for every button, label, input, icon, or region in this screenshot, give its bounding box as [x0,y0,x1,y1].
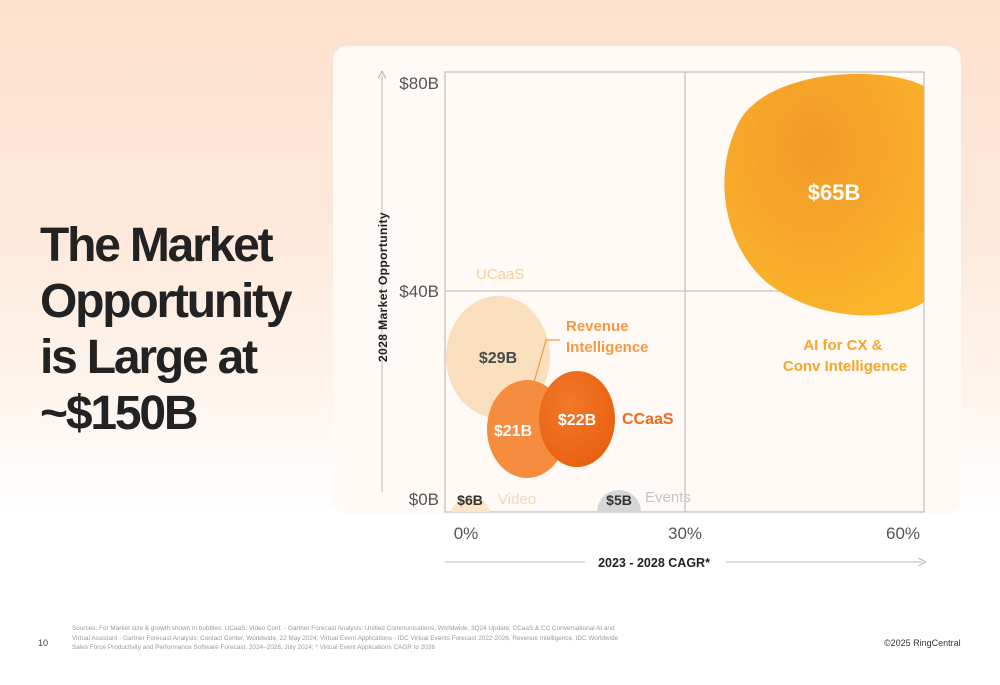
y-tick-label: $80B [399,74,439,93]
sources-footnote: Sources: For Market size & growth shown … [72,625,619,652]
series-label-ccaas: CCaaS [622,411,674,428]
y-axis-label: 2028 Market Opportunity [376,212,390,362]
bubble-value-label: $6B [457,492,483,508]
series-label-ai-cx: AI for CX & Conv Intelligence [783,337,907,375]
series-label-ucaas: UCaaS [476,266,524,283]
series-label-revenue-intelligence: Revenue Intelligence [566,318,649,356]
x-tick-label: 30% [668,524,702,543]
bubble-video: $6B [451,492,490,512]
series-label-line: Revenue [566,318,629,335]
series-label-events: Events [645,489,691,506]
bubble-events: $5B [597,490,641,512]
bubble-events-circle [597,490,641,512]
series-label-video: Video [498,491,536,508]
title-line: is Large at [40,331,258,384]
series-label-line: Intelligence [566,339,649,356]
title-line: The Market [40,219,274,272]
bubble-value-label: $21B [494,423,532,440]
bubble-ai-cx: $65B [724,73,924,316]
x-tick-label: 60% [886,524,920,543]
bubble-value-label: $5B [606,492,632,508]
bubble-value-label: $29B [479,350,517,367]
title-line: ~$150B [40,387,198,440]
x-axis-label: 2023 - 2028 CAGR* [598,556,710,570]
bubble-ccaas: $22B [539,371,615,467]
series-label-line: Conv Intelligence [783,358,907,375]
bubble-video-circle [451,496,490,512]
axes: $80B $40B $0B 0% 30% 60% 2028 Market Opp… [376,72,924,570]
bubble-value-label: $65B [808,180,861,205]
slide-title: The Market Opportunity is Large at ~$150… [40,218,293,442]
copyright-notice: ©2025 RingCentral [884,638,961,648]
series-labels: UCaaS Revenue Intelligence CCaaS AI for … [476,266,907,508]
bubbles: $29B $21B $22B $65B $6B $5B [446,73,924,512]
page-number: 10 [38,638,49,648]
revenue-intelligence-leader-line [532,339,560,387]
title-line: Opportunity [40,275,293,328]
y-tick-label: $0B [409,490,439,509]
x-tick-label: 0% [454,524,479,543]
bubble-ai-cx-circle [724,73,924,316]
series-label-line: AI for CX & [803,337,882,354]
y-tick-label: $40B [399,282,439,301]
bubble-ccaas-circle [539,371,615,467]
bubble-value-label: $22B [558,412,596,429]
